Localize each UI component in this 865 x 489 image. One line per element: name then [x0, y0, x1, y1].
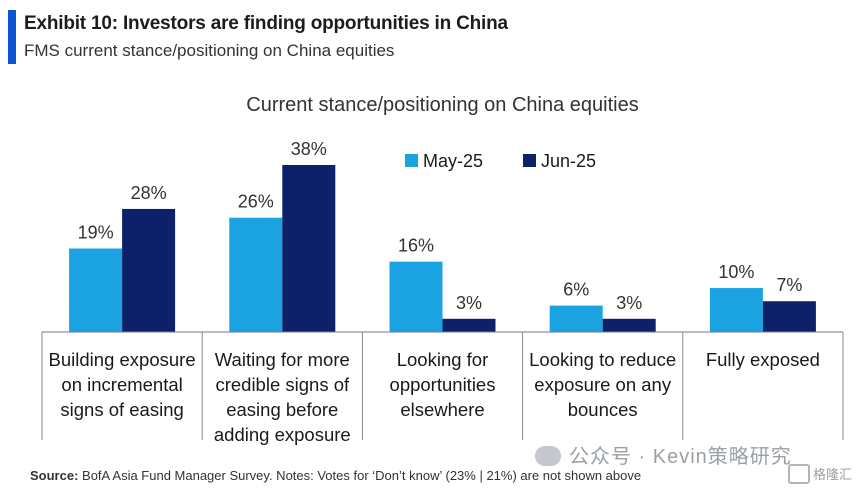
category-label: Waiting for more credible signs of easing …	[214, 349, 351, 445]
category-label-line: adding exposure	[214, 424, 351, 445]
category-label-line: Looking for	[397, 349, 489, 370]
exhibit-accent-bar	[8, 10, 16, 64]
source-note: Source: BofA Asia Fund Manager Survey. N…	[30, 468, 641, 483]
wechat-watermark: 公众号 · Kevin策略研究	[535, 440, 792, 469]
category-label-line: elsewhere	[400, 399, 484, 420]
legend-swatch	[523, 154, 536, 167]
data-label: 16%	[398, 236, 434, 256]
legend-swatch	[405, 154, 418, 167]
data-label: 3%	[456, 293, 482, 313]
category-label: Fully exposed	[706, 349, 820, 370]
category-label: Looking to reduce exposure on any bounces	[529, 349, 676, 420]
data-label: 6%	[563, 280, 589, 300]
bar-may-25	[69, 248, 123, 332]
category-label: Building exposure on incremental signs of …	[49, 349, 196, 420]
category-label-line: credible signs of	[215, 374, 350, 395]
logo-icon	[788, 464, 810, 484]
data-label: 19%	[78, 223, 114, 243]
bar-jun-25	[442, 318, 496, 332]
category-label-line: Fully exposed	[706, 349, 820, 370]
data-label: 26%	[238, 192, 274, 212]
corner-logo-text: 格隆汇	[813, 467, 853, 482]
bar-jun-25	[282, 165, 336, 332]
category-label-line: Waiting for more	[215, 349, 350, 370]
chart-title: Current stance/positioning on China equi…	[246, 94, 638, 116]
source-label: Source:	[30, 468, 79, 483]
category-label-line: easing before	[226, 399, 338, 420]
category-label-line: on incremental	[61, 374, 182, 395]
data-label: 28%	[131, 183, 167, 203]
legend-label: Jun-25	[541, 151, 596, 171]
data-label: 38%	[291, 139, 327, 159]
source-text: BofA Asia Fund Manager Survey. Notes: Vo…	[82, 468, 642, 483]
watermark-text: 公众号 · Kevin策略研究	[569, 446, 792, 468]
data-label: 10%	[718, 262, 754, 282]
exhibit-title: Exhibit 10: Investors are finding opport…	[24, 13, 508, 34]
corner-logo: 格隆汇	[788, 464, 852, 484]
category-label-line: Building exposure	[49, 349, 196, 370]
bar-may-25	[389, 261, 443, 332]
bar-may-25	[229, 217, 283, 332]
category-label-line: opportunities	[390, 374, 496, 395]
category-label: Looking for opportunities elsewhere	[390, 349, 496, 420]
data-label: 3%	[616, 293, 642, 313]
wechat-icon	[535, 446, 561, 466]
category-label-line: signs of easing	[60, 399, 183, 420]
category-label-line: exposure on any	[534, 374, 672, 395]
category-label-line: bounces	[568, 399, 638, 420]
bar-may-25	[549, 305, 603, 332]
bar-jun-25	[122, 208, 176, 332]
legend-label: May-25	[423, 151, 483, 171]
category-label-line: Looking to reduce	[529, 349, 676, 370]
data-label: 7%	[776, 275, 802, 295]
exhibit-subtitle: FMS current stance/positioning on China …	[24, 41, 395, 60]
bar-jun-25	[762, 301, 816, 332]
bar-may-25	[709, 288, 763, 332]
bar-jun-25	[602, 318, 656, 332]
